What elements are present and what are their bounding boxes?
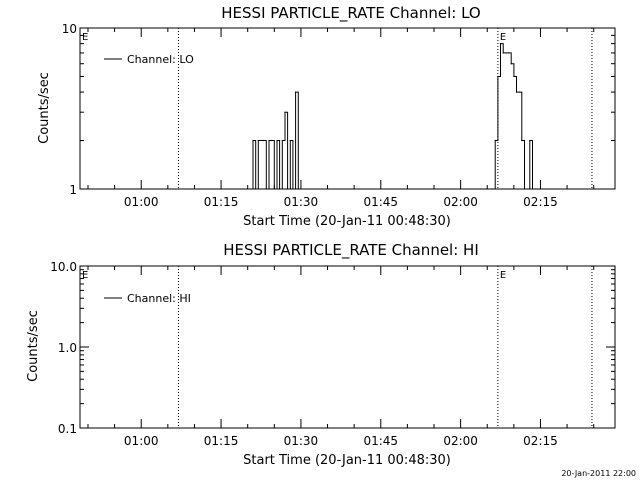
panel-lo-data-point — [284, 111, 286, 113]
panel-lo-data-point — [260, 139, 262, 142]
panel-hi-flag-label: E — [500, 270, 506, 281]
panel-hi-xtick-label: 02:15 — [523, 434, 558, 448]
panel-lo-data-point — [268, 139, 270, 142]
panel-lo-data-point — [537, 188, 539, 190]
panel-lo-data-point — [502, 52, 504, 54]
panel-lo-marks: 01:00 01:15 01:30 01:45 02:00 02:15 1 10 E E — [62, 22, 615, 209]
panel-lo-xtick-label: 01:15 — [204, 195, 239, 209]
panel-lo-data-point — [263, 139, 265, 142]
panel-lo-xtick-label: 01:00 — [124, 195, 159, 209]
panel-lo-ylabel: Counts/sec — [37, 72, 52, 144]
panel-lo-data-point — [265, 188, 267, 190]
panel-hi-xtick-label: 01:30 — [284, 434, 319, 448]
panel-lo-ytick-label: 10 — [62, 22, 77, 36]
panel-lo-xlabel: Start Time (20-Jan-11 00:48:30) — [243, 214, 451, 229]
panel-lo-xtick-label: 01:45 — [363, 195, 398, 209]
panel-lo-series-line — [250, 43, 538, 190]
panel-lo: HESSI PARTICLE_RATE Channel: LO 01:00 01:… — [37, 4, 616, 229]
panel-lo-data-point — [515, 91, 518, 93]
panel-hi: HESSI PARTICLE_RATE Channel: HI 01:00 01:… — [26, 241, 616, 468]
panel-lo-data-point — [510, 63, 512, 65]
panel-lo-plot-frame — [79, 27, 616, 190]
panel-lo-xtick-label: 02:00 — [443, 195, 478, 209]
panel-lo-data-point — [294, 91, 297, 93]
panel-hi-ytick-label: 0.1 — [58, 422, 77, 436]
panel-lo-data-point — [257, 139, 259, 142]
panel-lo-data-point — [252, 139, 254, 142]
panel-lo-data-point — [279, 188, 281, 190]
panel-hi-xtick-label: 01:45 — [363, 434, 398, 448]
panel-lo-data-point — [255, 188, 257, 190]
panel-lo-data-point — [534, 188, 536, 190]
panel-lo-data-point — [499, 43, 502, 45]
panel-lo-data-point — [491, 188, 494, 190]
panel-lo-data-point — [292, 188, 294, 190]
panel-lo-flag-label: E — [82, 32, 88, 43]
panel-lo-data-point — [289, 139, 291, 142]
panel-hi-plot-frame — [79, 265, 616, 429]
panel-hi-flag-label: E — [82, 270, 88, 281]
panel-lo-data-point — [276, 139, 278, 142]
panel-lo-xtick-label: 02:15 — [523, 195, 558, 209]
panel-lo-flag-label: E — [500, 32, 506, 43]
panel-hi-xtick-label: 02:00 — [443, 434, 478, 448]
panel-lo-data-point — [249, 188, 251, 190]
panel-lo-data-point — [526, 188, 528, 190]
panel-hi-marks: 01:00 01:15 01:30 01:45 02:00 02:15 0.1 1.0 10.0… — [50, 260, 615, 448]
panel-lo-data-point — [505, 52, 507, 54]
panel-hi-xtick-label: 01:00 — [124, 434, 159, 448]
panel-hi-xlabel: Start Time (20-Jan-11 00:48:30) — [243, 453, 451, 468]
footer-timestamp: 20-Jan-2011 22:00 — [561, 469, 636, 478]
panel-lo-data-point — [518, 91, 520, 93]
panel-lo-data-point — [523, 188, 526, 190]
panel-lo-data-point — [529, 139, 531, 142]
panel-lo-data-point — [494, 139, 496, 142]
panel-lo-data-point — [281, 139, 283, 142]
panel-hi-ytick-label: 10.0 — [50, 260, 77, 274]
panel-lo-data-point — [287, 188, 289, 190]
panel-lo-data-point — [271, 139, 273, 142]
panel-lo-data-point — [521, 139, 523, 142]
panel-lo-data-point — [507, 52, 510, 54]
panel-lo-data-point — [497, 75, 499, 78]
panel-lo-xtick-label: 01:30 — [284, 195, 319, 209]
panel-lo-data-point — [297, 188, 299, 190]
panel-lo-data-point — [513, 75, 515, 78]
panel-lo-data-point — [531, 188, 534, 190]
panel-lo-ytick-label: 1 — [69, 183, 77, 197]
panel-hi-title: HESSI PARTICLE_RATE Channel: HI — [223, 241, 479, 260]
panel-hi-legend-label: Channel: HI — [127, 292, 191, 305]
panel-hi-ylabel: Counts/sec — [26, 310, 41, 382]
panel-hi-ytick-label: 1.0 — [58, 341, 77, 355]
panel-lo-legend-label: Channel: LO — [127, 53, 194, 66]
panel-lo-title: HESSI PARTICLE_RATE Channel: LO — [221, 4, 480, 23]
panel-hi-xtick-label: 01:15 — [204, 434, 239, 448]
panel-lo-data-point — [273, 188, 275, 190]
